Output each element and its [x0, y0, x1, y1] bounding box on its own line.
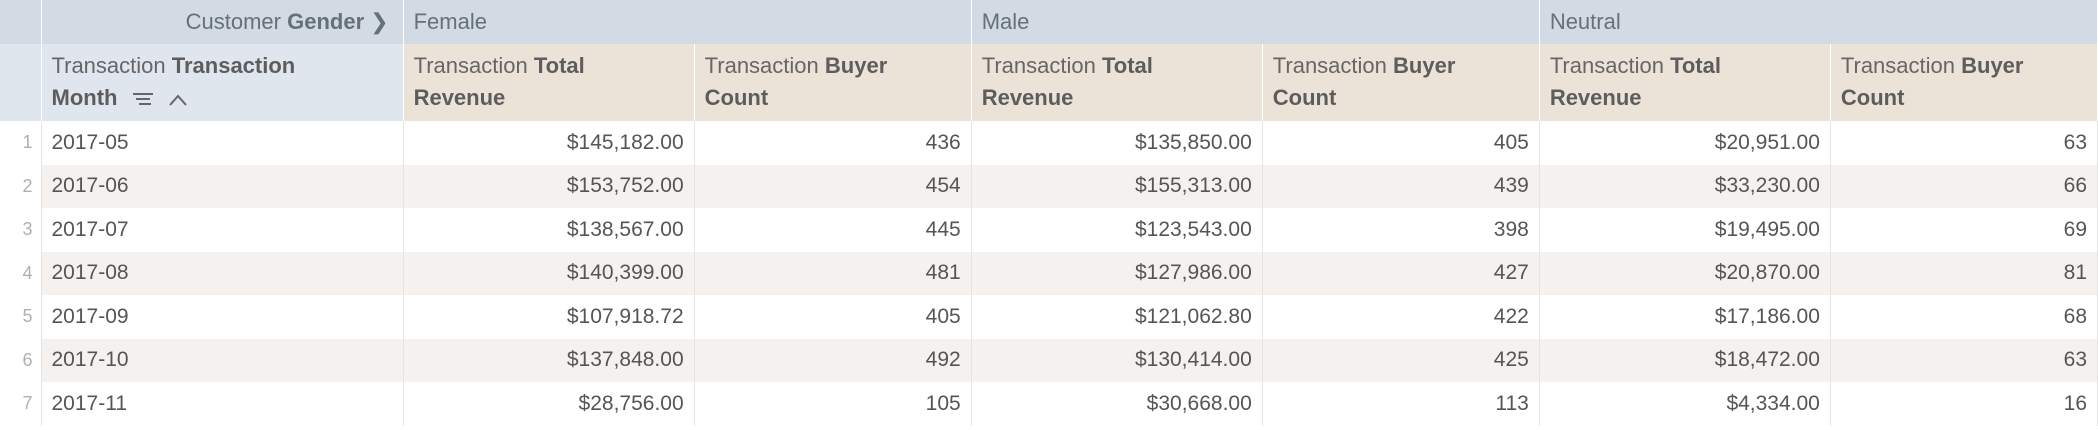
table-row: 6 2017-10 $137,848.00 492 $130,414.00 42… [0, 338, 2098, 382]
row-index: 1 [0, 121, 42, 165]
table-row: 7 2017-11 $28,756.00 105 $30,668.00 113 … [0, 382, 2098, 426]
cell-male-revenue: $155,313.00 [971, 164, 1263, 208]
cell-neutral-revenue: $18,472.00 [1539, 338, 1831, 382]
cell-male-revenue: $135,850.00 [971, 121, 1263, 165]
cell-female-count: 105 [694, 382, 972, 426]
cell-female-count: 405 [694, 295, 972, 339]
cell-male-count: 398 [1262, 208, 1540, 252]
cell-male-revenue: $123,543.00 [971, 208, 1263, 252]
cell-female-revenue: $138,567.00 [403, 208, 695, 252]
cell-male-revenue: $130,414.00 [971, 338, 1263, 382]
cell-female-count: 454 [694, 164, 972, 208]
pivot-field-label[interactable]: Customer Gender ❯ [41, 0, 404, 44]
cell-neutral-count: 63 [1830, 338, 2098, 382]
table-row: 5 2017-09 $107,918.72 405 $121,062.80 42… [0, 295, 2098, 339]
cell-male-count: 439 [1262, 164, 1540, 208]
cell-neutral-count: 63 [1830, 121, 2098, 165]
cell-male-revenue: $30,668.00 [971, 382, 1263, 426]
cell-male-count: 113 [1262, 382, 1540, 426]
cell-neutral-revenue: $17,186.00 [1539, 295, 1831, 339]
cell-neutral-revenue: $33,230.00 [1539, 164, 1831, 208]
row-index: 3 [0, 208, 42, 252]
cell-month: 2017-06 [41, 164, 404, 208]
column-header-female-count[interactable]: Transaction Buyer Count [694, 44, 972, 121]
table-row: 3 2017-07 $138,567.00 445 $123,543.00 39… [0, 208, 2098, 252]
chevron-right-icon: ❯ [370, 9, 389, 34]
cell-neutral-count: 16 [1830, 382, 2098, 426]
cell-female-revenue: $137,848.00 [403, 338, 695, 382]
pivot-group-neutral[interactable]: Neutral [1539, 0, 2098, 44]
cell-neutral-revenue: $20,951.00 [1539, 121, 1831, 165]
cell-neutral-revenue: $20,870.00 [1539, 251, 1831, 295]
cell-female-count: 436 [694, 121, 972, 165]
cell-month: 2017-07 [41, 208, 404, 252]
column-header-male-count[interactable]: Transaction Buyer Count [1262, 44, 1540, 121]
cell-neutral-count: 69 [1830, 208, 2098, 252]
cell-month: 2017-05 [41, 121, 404, 165]
pivot-group-male[interactable]: Male [971, 0, 1540, 44]
row-index: 4 [0, 251, 42, 295]
column-header-male-revenue[interactable]: Transaction Total Revenue [971, 44, 1263, 121]
row-index: 7 [0, 382, 42, 426]
cell-male-revenue: $127,986.00 [971, 251, 1263, 295]
cell-female-revenue: $107,918.72 [403, 295, 695, 339]
cell-female-revenue: $28,756.00 [403, 382, 695, 426]
cell-month: 2017-10 [41, 338, 404, 382]
pivot-header-row: Customer Gender ❯ Female Male Neutral [0, 0, 2098, 44]
cell-neutral-count: 66 [1830, 164, 2098, 208]
table-row: 4 2017-08 $140,399.00 481 $127,986.00 42… [0, 251, 2098, 295]
cell-female-count: 445 [694, 208, 972, 252]
chevron-up-icon[interactable] [168, 93, 188, 107]
cell-male-count: 425 [1262, 338, 1540, 382]
table-row: 1 2017-05 $145,182.00 436 $135,850.00 40… [0, 121, 2098, 165]
column-header-neutral-count[interactable]: Transaction Buyer Count [1830, 44, 2098, 121]
column-header-row: Transaction Transaction Month Transactio… [0, 44, 2098, 121]
cell-male-count: 422 [1262, 295, 1540, 339]
cell-male-revenue: $121,062.80 [971, 295, 1263, 339]
column-header-month[interactable]: Transaction Transaction Month [41, 44, 404, 121]
cell-neutral-count: 81 [1830, 251, 2098, 295]
cell-female-count: 492 [694, 338, 972, 382]
row-index: 6 [0, 338, 42, 382]
cell-month: 2017-11 [41, 382, 404, 426]
cell-neutral-count: 68 [1830, 295, 2098, 339]
cell-neutral-revenue: $19,495.00 [1539, 208, 1831, 252]
cell-male-count: 427 [1262, 251, 1540, 295]
cell-neutral-revenue: $4,334.00 [1539, 382, 1831, 426]
cell-month: 2017-09 [41, 295, 404, 339]
column-header-neutral-revenue[interactable]: Transaction Total Revenue [1539, 44, 1831, 121]
cell-female-revenue: $140,399.00 [403, 251, 695, 295]
cell-female-revenue: $145,182.00 [403, 121, 695, 165]
sort-lines-icon[interactable] [132, 92, 154, 108]
pivot-corner [0, 0, 42, 44]
table-row: 2 2017-06 $153,752.00 454 $155,313.00 43… [0, 164, 2098, 208]
index-header [0, 44, 42, 121]
cell-month: 2017-08 [41, 251, 404, 295]
row-index: 2 [0, 164, 42, 208]
cell-female-count: 481 [694, 251, 972, 295]
cell-female-revenue: $153,752.00 [403, 164, 695, 208]
row-index: 5 [0, 295, 42, 339]
cell-male-count: 405 [1262, 121, 1540, 165]
column-header-female-revenue[interactable]: Transaction Total Revenue [403, 44, 695, 121]
pivot-group-female[interactable]: Female [403, 0, 972, 44]
